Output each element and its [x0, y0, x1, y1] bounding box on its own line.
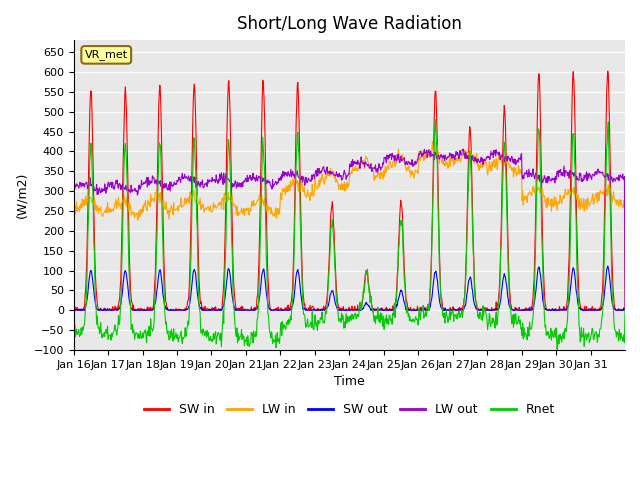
SW in	[70, 307, 78, 313]
Rnet	[604, 142, 611, 147]
SW out	[593, 307, 601, 312]
SW out	[395, 296, 403, 302]
SW out	[621, 307, 629, 313]
Line: LW in: LW in	[74, 142, 625, 310]
LW in	[395, 146, 403, 152]
Title: Short/Long Wave Radiation: Short/Long Wave Radiation	[237, 15, 462, 33]
Rnet	[595, 333, 602, 339]
LW out	[460, 146, 467, 152]
SW out	[604, 263, 612, 269]
Rnet	[96, 329, 104, 335]
LW out	[603, 174, 611, 180]
Rnet	[172, 330, 180, 336]
SW in	[604, 68, 612, 74]
LW out	[621, 307, 629, 313]
Rnet	[554, 347, 561, 352]
SW out	[172, 307, 180, 313]
LW in	[594, 190, 602, 195]
LW out	[299, 179, 307, 185]
Line: SW in: SW in	[74, 71, 625, 310]
LW in	[70, 205, 77, 211]
Legend: SW in, LW in, SW out, LW out, Rnet: SW in, LW in, SW out, LW out, Rnet	[139, 398, 560, 421]
SW in	[621, 307, 629, 313]
X-axis label: Time: Time	[334, 375, 365, 388]
SW out	[602, 275, 610, 280]
SW in	[97, 305, 104, 311]
Rnet	[299, 289, 307, 295]
SW in	[603, 92, 611, 98]
Rnet	[395, 248, 403, 253]
Line: Rnet: Rnet	[74, 120, 625, 349]
SW in	[173, 307, 180, 313]
LW out	[395, 151, 403, 157]
Rnet	[70, 329, 77, 335]
SW in	[594, 307, 602, 313]
LW in	[299, 185, 307, 191]
Y-axis label: (W/m2): (W/m2)	[15, 172, 28, 218]
LW out	[172, 182, 180, 188]
Rnet	[621, 307, 629, 313]
LW out	[70, 183, 77, 189]
LW in	[603, 186, 611, 192]
Line: LW out: LW out	[74, 149, 625, 310]
LW in	[96, 207, 104, 213]
Line: SW out: SW out	[74, 266, 625, 310]
SW in	[300, 290, 307, 296]
LW out	[594, 166, 602, 172]
SW in	[396, 232, 403, 238]
SW in	[70, 306, 77, 312]
LW in	[172, 206, 180, 212]
LW in	[429, 139, 436, 144]
SW out	[299, 303, 307, 309]
LW out	[96, 187, 104, 193]
Text: VR_met: VR_met	[84, 49, 128, 60]
LW in	[621, 307, 629, 313]
SW out	[70, 307, 77, 313]
SW out	[96, 306, 104, 312]
Rnet	[431, 117, 439, 122]
